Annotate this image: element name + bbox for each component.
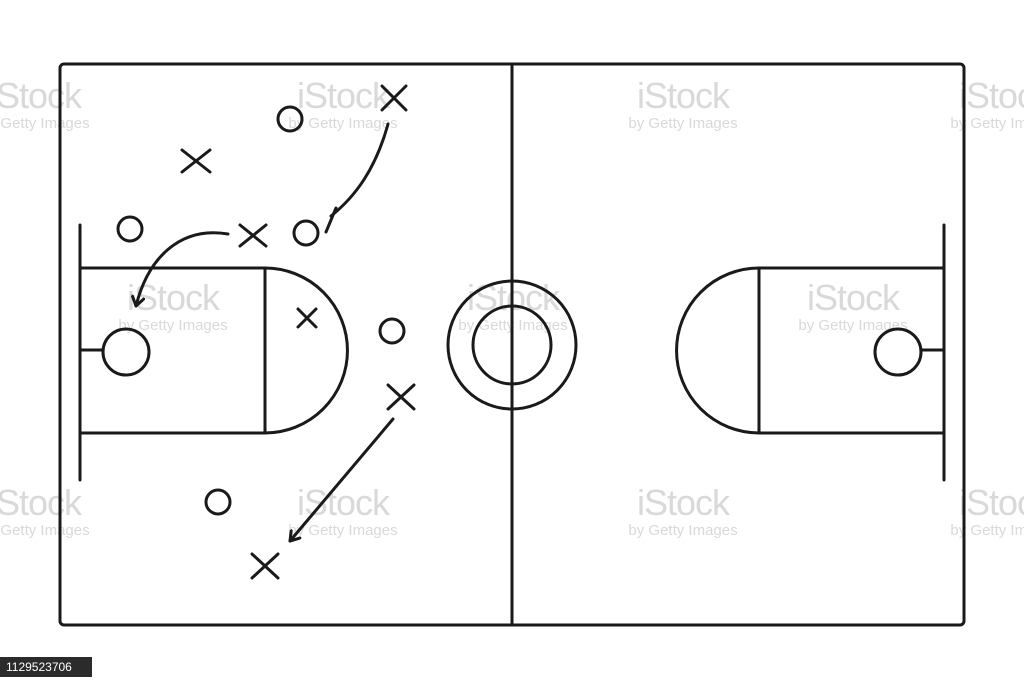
player-x-marker <box>180 148 212 174</box>
player-o-marker <box>116 215 144 243</box>
image-id-label: 1129523706 <box>0 657 92 677</box>
right-hoop <box>873 327 923 377</box>
player-x-marker <box>238 223 268 248</box>
player-o-marker <box>204 488 232 516</box>
right-free-throw-arc <box>675 266 761 435</box>
player-o-marker <box>276 105 304 133</box>
player-o-marker <box>378 317 406 345</box>
left-hoop <box>101 327 151 377</box>
center-circle-inner <box>471 304 553 386</box>
right-key <box>757 266 946 435</box>
player-x-marker <box>380 84 408 112</box>
left-key <box>78 266 267 435</box>
player-x-marker <box>250 552 280 580</box>
player-x-marker <box>386 383 416 411</box>
player-o-marker <box>292 219 320 247</box>
left-free-throw-arc <box>263 266 349 435</box>
pass-arrow <box>136 231 230 308</box>
player-x-marker <box>296 307 318 329</box>
center-circle-outer <box>446 279 578 411</box>
movement-arrow <box>329 122 390 218</box>
cut-arrow <box>288 417 395 543</box>
